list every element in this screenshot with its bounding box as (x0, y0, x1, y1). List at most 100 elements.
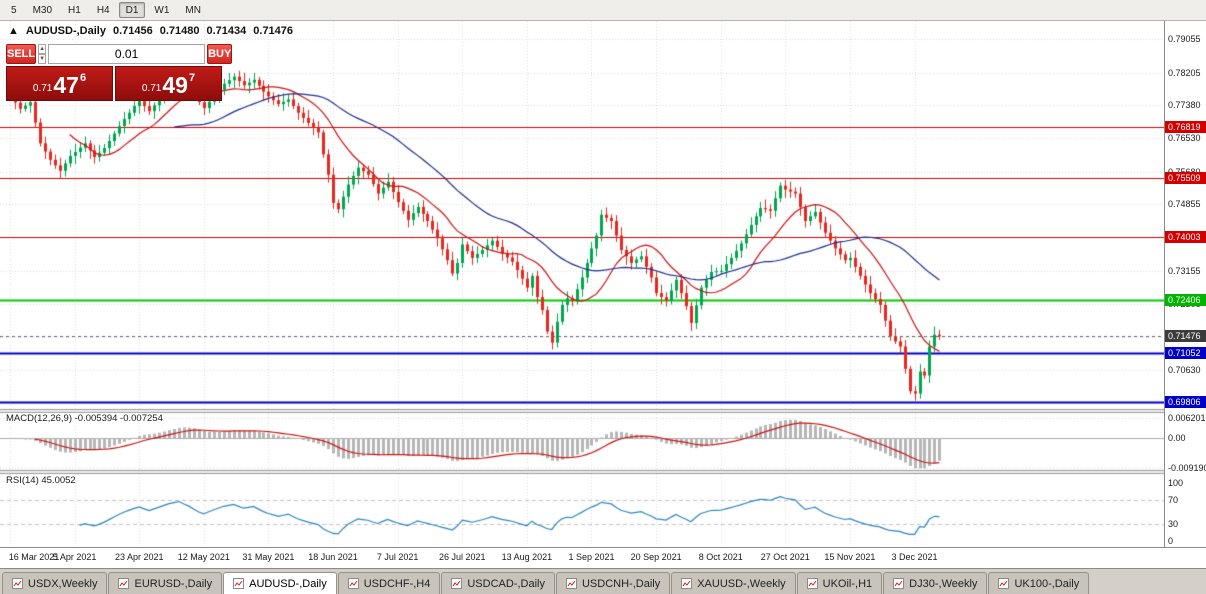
sell-price[interactable]: 0.71 47 6 (6, 66, 113, 101)
rsi-axis-tick: 0 (1168, 536, 1174, 546)
date-tick: 13 Aug 2021 (501, 552, 553, 562)
chart-tab-icon (893, 578, 905, 589)
price-tick: 0.77380 (1168, 99, 1201, 110)
date-tick: 5 Apr 2021 (52, 552, 97, 562)
rsi-axis-tick: 30 (1168, 518, 1179, 529)
macd-axis-tick: 0.006201 (1168, 413, 1206, 423)
chart-tab-ukoil-h1[interactable]: UKOil-,H1 (796, 572, 883, 594)
price-badge: 0.71476 (1165, 330, 1206, 343)
chart-tab-label: AUDUSD-,Daily (249, 577, 327, 590)
chart-tab-dj30-weekly[interactable]: DJ30-,Weekly (883, 572, 988, 594)
date-tick: 16 Mar 2021 (8, 552, 60, 562)
chart-region (0, 21, 1164, 547)
price-badge: 0.69806 (1165, 395, 1206, 408)
timeframe-button-mn[interactable]: MN (185, 5, 201, 16)
date-tick: 20 Sep 2021 (630, 552, 682, 562)
price-tick: 0.70630 (1168, 364, 1201, 375)
macd-indicator-label: MACD(12,26,9) -0.005394 -0.007254 (6, 413, 163, 424)
date-axis[interactable]: 16 Mar 2021 5 Apr 2021 23 Apr 2021 12 May 2… (0, 547, 1206, 568)
chart-tab-usdchf-h4[interactable]: USDCHF-,H4 (337, 572, 441, 594)
chart-tab-usdx-weekly[interactable]: USDX,Weekly (2, 572, 108, 594)
chart-tab-icon (806, 578, 818, 589)
chart-symbol-label: AUDUSD-,Daily (25, 25, 106, 37)
chart-tab-icon (998, 578, 1010, 589)
timeframe-button-m30[interactable]: M30 (32, 5, 53, 16)
chart-tab-usdcad-daily[interactable]: USDCAD-,Daily (441, 572, 555, 594)
date-tick: 1 Sep 2021 (568, 552, 615, 562)
timeframe-button-h4[interactable]: H4 (96, 5, 110, 16)
chart-tab-label: EURUSD-,Daily (134, 577, 213, 590)
price-tick: 0.79055 (1168, 34, 1201, 45)
chart-tab-xauusd-weekly[interactable]: XAUUSD-,Weekly (671, 572, 796, 594)
price-chart-canvas[interactable] (0, 21, 1164, 547)
chart-tab-label: USDCHF-,H4 (363, 577, 431, 590)
chart-tab-icon (681, 578, 693, 589)
volume-input[interactable] (48, 44, 206, 64)
buy-price-sup: 7 (188, 72, 196, 84)
quote-bar: ▲ AUDUSD-,Daily 0.71456 0.71480 0.71434 … (8, 25, 293, 37)
ohlc-high: 0.71480 (159, 25, 200, 37)
volume-down-icon[interactable]: ▼ (38, 54, 47, 64)
timeframe-toolbar: 5 M30 H1 H4 D1 W1 MN (0, 0, 1206, 21)
volume-up-icon[interactable]: ▲ (38, 44, 47, 54)
sell-button[interactable]: SELL (6, 44, 37, 64)
rsi-axis-tick: 100 (1168, 478, 1184, 488)
chart-tab-label: USDCNH-,Daily (581, 577, 661, 590)
chart-tab-usdcnh-daily[interactable]: USDCNH-,Daily (555, 572, 671, 594)
ohlc-low: 0.71434 (206, 25, 247, 37)
date-tick: 27 Oct 2021 (760, 552, 810, 562)
date-tick: 12 May 2021 (177, 552, 230, 562)
chart-tab-audusd-daily[interactable]: AUDUSD-,Daily (223, 572, 337, 594)
ohlc-open: 0.71456 (112, 25, 153, 37)
rsi-axis-tick: 70 (1168, 495, 1179, 506)
timeframe-button-d1[interactable]: D1 (118, 2, 146, 18)
price-badge: 0.74003 (1165, 231, 1206, 244)
buy-price[interactable]: 0.71 49 7 (115, 66, 222, 101)
price-tick: 0.76530 (1168, 133, 1201, 144)
date-tick: 3 Dec 2021 (891, 552, 938, 562)
chart-tab-eurusd-daily[interactable]: EURUSD-,Daily (108, 572, 223, 594)
date-tick: 18 Jun 2021 (308, 552, 358, 562)
price-badge: 0.75509 (1165, 172, 1206, 185)
chart-tab-bar: USDX,Weekly EURUSD-,Daily AUDUSD-,Daily USD… (0, 568, 1206, 594)
price-tick: 0.74855 (1168, 198, 1201, 209)
chart-tab-icon (233, 578, 245, 589)
chart-tab-icon (451, 578, 463, 589)
sell-price-sup: 6 (79, 72, 87, 84)
macd-axis-tick: -0.009190 (1168, 462, 1206, 473)
date-tick: 15 Nov 2021 (824, 552, 876, 562)
date-tick: 31 May 2021 (242, 552, 295, 562)
price-tick: 0.78205 (1168, 67, 1201, 78)
price-axis[interactable]: 0.79055 0.78205 0.77380 0.76530 0.75680 0.748… (1164, 21, 1206, 547)
timeframe-button-5[interactable]: 5 (11, 5, 17, 16)
chart-tab-uk100-daily[interactable]: UK100-,Daily (988, 572, 1090, 594)
macd-axis-tick: 0.00 (1168, 433, 1186, 443)
price-badge: 0.71052 (1165, 347, 1206, 360)
buy-price-prefix: 0.71 (141, 83, 162, 94)
price-badge: 0.72406 (1165, 293, 1206, 306)
chart-tab-label: UKOil-,H1 (822, 577, 873, 590)
price-badge: 0.76819 (1165, 120, 1206, 133)
chart-tab-label: UK100-,Daily (1014, 577, 1080, 590)
ohlc-close: 0.71476 (253, 25, 294, 37)
chart-tab-icon (347, 578, 359, 589)
date-tick: 26 Jul 2021 (438, 552, 486, 562)
volume-stepper[interactable]: ▲ ▼ (38, 44, 47, 64)
chart-tab-label: DJ30-,Weekly (909, 577, 978, 590)
buy-button[interactable]: BUY (207, 44, 233, 64)
date-tick: 7 Jul 2021 (376, 552, 419, 562)
chart-tab-icon (12, 578, 23, 589)
chart-tab-label: XAUUSD-,Weekly (697, 577, 786, 590)
chart-tab-icon (118, 578, 130, 589)
chart-tab-label: USDX,Weekly (28, 577, 98, 590)
rsi-indicator-label: RSI(14) 45.0052 (6, 475, 76, 486)
timeframe-button-w1[interactable]: W1 (154, 5, 170, 16)
sell-price-big: 47 (53, 72, 79, 98)
sell-price-prefix: 0.71 (32, 83, 53, 94)
timeframe-button-h1[interactable]: H1 (68, 5, 81, 16)
chart-tab-icon (565, 578, 577, 589)
chart-marker-icon: ▲ (8, 25, 19, 37)
chart-tab-label: USDCAD-,Daily (467, 577, 545, 590)
date-tick: 8 Oct 2021 (698, 552, 743, 562)
